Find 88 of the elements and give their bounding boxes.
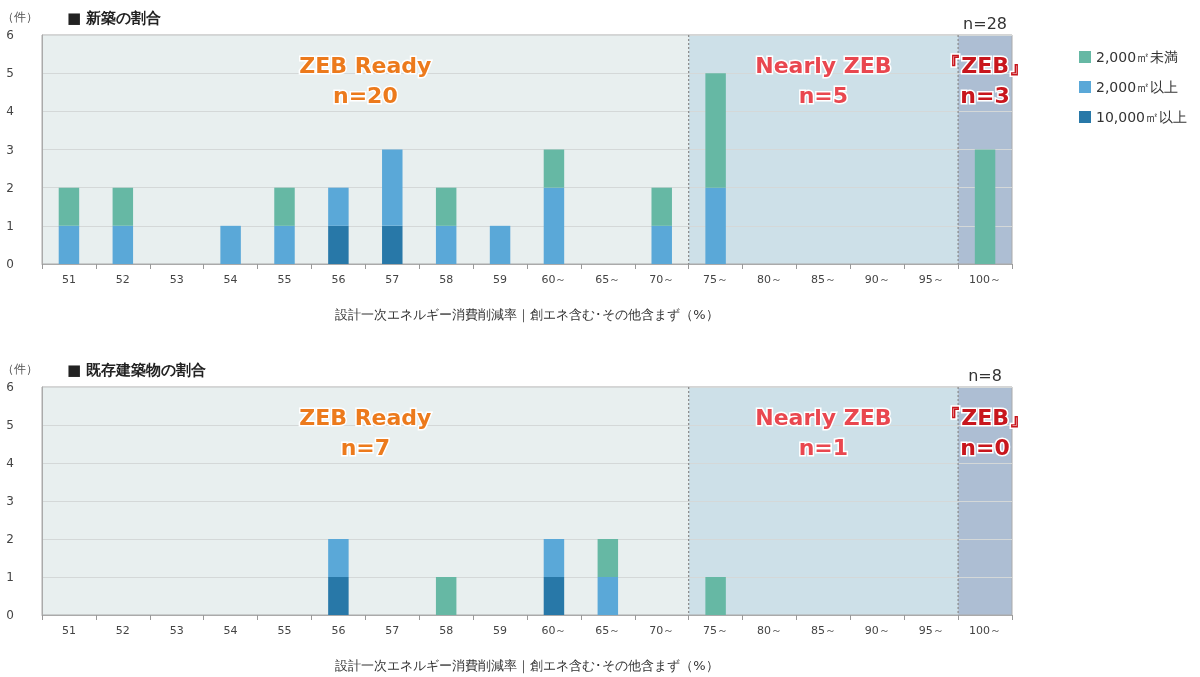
x-tick-label: 58: [439, 624, 454, 637]
bar: [58, 225, 80, 264]
bar: [328, 225, 349, 264]
x-tick-label: 56: [331, 624, 346, 637]
x-tick-label: 95～: [918, 273, 944, 286]
text: n=8: [968, 365, 1002, 385]
bar: [543, 149, 565, 188]
x-tick-label: 52: [115, 624, 130, 637]
bar: [974, 149, 996, 264]
y-tick-label: 3: [6, 494, 14, 508]
y-axis-title: （件）: [2, 10, 38, 24]
bar: [328, 187, 349, 226]
x-tick-label: 56: [331, 273, 346, 286]
x-tick-label: 54: [223, 624, 238, 637]
legend-label: 2,000㎡未満: [1096, 49, 1179, 65]
x-tick-label: 53: [169, 273, 184, 286]
x-tick-label: 52: [115, 273, 130, 286]
band-label: ZEB Ready n=20: [299, 52, 432, 108]
y-tick-label: 6: [6, 380, 14, 394]
bar: [435, 187, 457, 226]
x-tick-label: 70～: [649, 273, 675, 286]
x-tick-label: 51: [61, 273, 76, 286]
bar: [705, 187, 726, 264]
x-axis-title: 設計一次エネルギー消費削減率｜創エネ含む･その他含まず（%）: [335, 307, 719, 323]
bar: [382, 225, 403, 264]
x-tick-label: 70～: [649, 624, 675, 637]
text: n=28: [963, 13, 1008, 33]
y-tick-label: 2: [6, 180, 14, 195]
y-axis-title: （件）: [2, 362, 38, 376]
bar: [705, 73, 726, 188]
y-tick-label: 3: [6, 142, 14, 157]
x-tick-label: 90～: [864, 624, 890, 637]
band-label: 『ZEB』 n=0: [939, 404, 1031, 460]
x-tick-label: 65～: [595, 273, 621, 286]
y-tick-label: 1: [6, 570, 14, 584]
x-tick-label: 80～: [757, 624, 782, 637]
bar: [274, 225, 295, 264]
x-tick-label: 95～: [918, 624, 944, 637]
band-label: ZEB Ready n=7: [299, 404, 432, 460]
x-tick-label: 60～: [541, 624, 567, 637]
band-label: Nearly ZEB n=5: [755, 52, 892, 108]
x-tick-label: 59: [493, 273, 508, 286]
x-tick-label: 100～: [969, 273, 1002, 286]
x-tick-label: 57: [385, 273, 400, 286]
y-tick-label: 2: [6, 532, 14, 546]
y-tick-label: 5: [6, 66, 14, 81]
bar: [651, 225, 672, 264]
bar: [651, 187, 672, 226]
bar: [220, 225, 241, 264]
bar: [112, 187, 134, 226]
legend-label: 10,000㎡以上: [1096, 109, 1188, 125]
y-tick-label: 1: [6, 218, 14, 233]
bar: [435, 225, 457, 264]
bar: [382, 149, 403, 226]
y-tick-label: 4: [6, 104, 14, 119]
x-tick-label: 90～: [864, 273, 890, 286]
x-tick-label: 55: [277, 624, 292, 637]
y-tick-label: 6: [6, 28, 14, 42]
x-tick-label: 60～: [541, 273, 567, 286]
legend-label: 2,000㎡以上: [1096, 79, 1179, 95]
y-tick-label: 5: [6, 418, 14, 432]
x-tick-label: 59: [493, 624, 508, 637]
y-tick-label: 4: [6, 456, 14, 470]
x-tick-label: 85～: [810, 273, 836, 286]
x-tick-label: 58: [439, 273, 454, 286]
bar: [112, 225, 134, 264]
y-tick-label: 0: [6, 257, 14, 271]
bar: [58, 187, 80, 226]
x-tick-label: 57: [385, 624, 400, 637]
band-label: Nearly ZEB n=1: [755, 404, 892, 460]
bar: [489, 225, 511, 264]
x-tick-label: 53: [169, 624, 184, 637]
x-tick-label: 85～: [810, 624, 836, 637]
x-axis-title: 設計一次エネルギー消費削減率｜創エネ含む･その他含まず（%）: [335, 658, 719, 674]
x-tick-label: 100～: [969, 624, 1002, 637]
x-tick-label: 80～: [757, 273, 782, 286]
x-tick-label: 55: [277, 273, 292, 286]
bar: [543, 187, 565, 264]
x-tick-label: 75～: [703, 273, 729, 286]
y-tick-label: 0: [6, 608, 14, 622]
x-tick-label: 75～: [703, 624, 729, 637]
x-tick-label: 54: [223, 273, 238, 286]
bar: [274, 187, 295, 226]
x-tick-label: 65～: [595, 624, 621, 637]
chart-title: ■ 既存建築物の割合: [67, 360, 207, 379]
chart-title: ■ 新築の割合: [67, 8, 162, 27]
x-tick-label: 51: [61, 624, 76, 637]
band-label: 『ZEB』 n=3: [939, 52, 1031, 108]
